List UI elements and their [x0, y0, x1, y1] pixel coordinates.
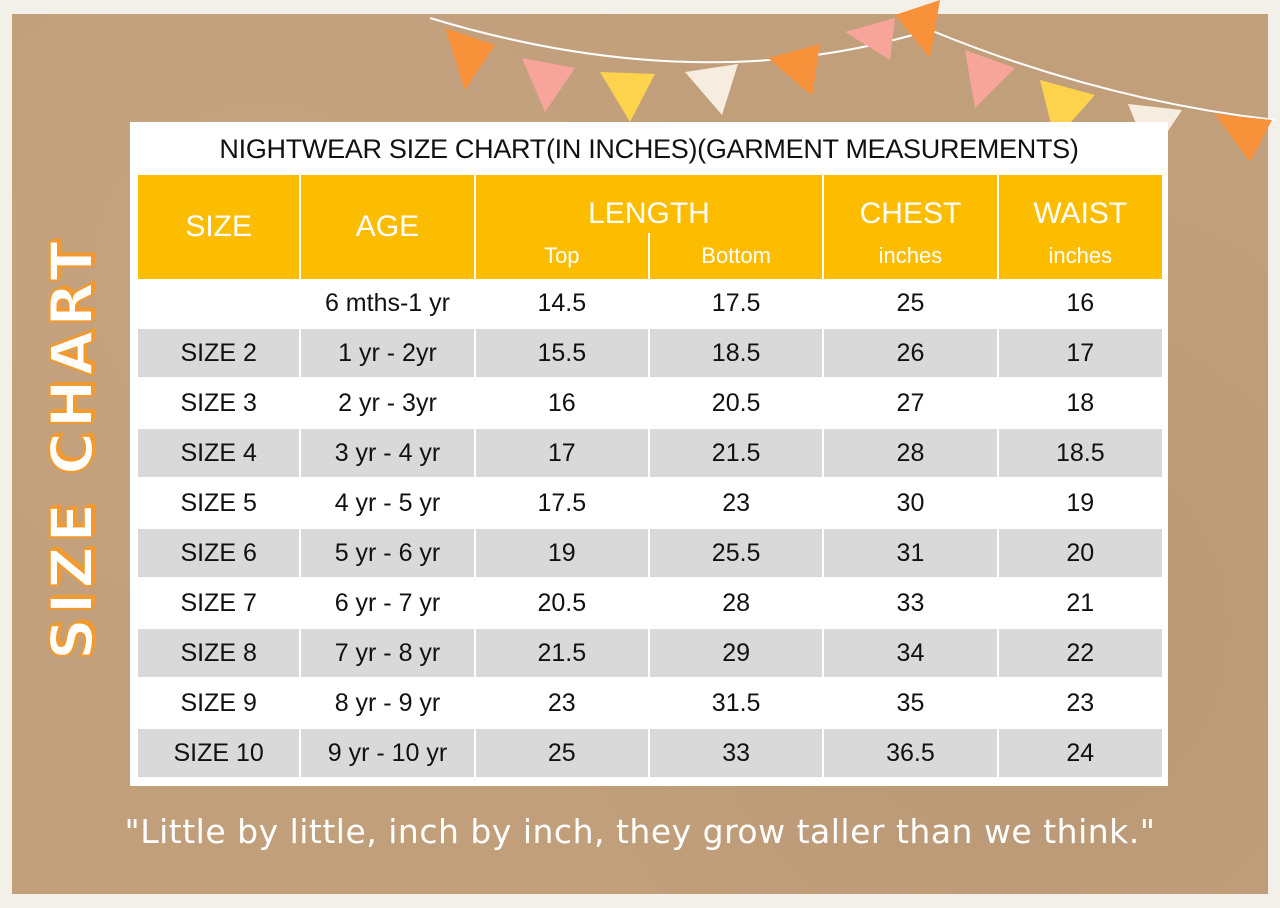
header-size: SIZE: [138, 175, 300, 279]
cell-length-bottom: 29: [649, 629, 823, 679]
cell-waist: 24: [998, 729, 1162, 779]
cell-chest: 28: [824, 429, 997, 479]
cell-waist: 22: [998, 629, 1162, 679]
cell-length-bottom: 17.5: [649, 279, 823, 329]
header-waist: WAIST: [998, 175, 1162, 233]
pennant: [965, 50, 1015, 108]
cell-size: SIZE 10: [138, 729, 300, 779]
cell-age: 8 yr - 9 yr: [301, 679, 474, 729]
cell-age: 6 mths-1 yr: [301, 279, 474, 329]
cell-length-bottom: 23: [649, 479, 823, 529]
cell-length-bottom: 25.5: [649, 529, 823, 579]
cell-chest: 33: [824, 579, 997, 629]
cell-chest: 34: [824, 629, 997, 679]
header-age: AGE: [301, 175, 474, 279]
header-top: Top: [475, 233, 648, 279]
cell-chest: 27: [824, 379, 997, 429]
cell-waist: 23: [998, 679, 1162, 729]
pennant: [845, 18, 895, 60]
cell-length-top: 20.5: [475, 579, 648, 629]
cell-chest: 35: [824, 679, 997, 729]
cell-age: 6 yr - 7 yr: [301, 579, 474, 629]
header-length: LENGTH: [475, 175, 823, 233]
size-chart-card: NIGHTWEAR SIZE CHART(IN INCHES)(GARMENT …: [130, 122, 1168, 786]
header-bottom: Bottom: [649, 233, 823, 279]
cell-length-top: 21.5: [475, 629, 648, 679]
cell-size: SIZE 9: [138, 679, 300, 729]
cell-length-bottom: 33: [649, 729, 823, 779]
cell-size: SIZE 5: [138, 479, 300, 529]
pennant: [522, 58, 575, 112]
cell-length-top: 16: [475, 379, 648, 429]
pennant: [600, 72, 655, 122]
chart-title: NIGHTWEAR SIZE CHART(IN INCHES)(GARMENT …: [219, 134, 1079, 164]
cell-length-bottom: 28: [649, 579, 823, 629]
cell-waist: 19: [998, 479, 1162, 529]
cell-length-bottom: 31.5: [649, 679, 823, 729]
cell-age: 7 yr - 8 yr: [301, 629, 474, 679]
cell-waist: 21: [998, 579, 1162, 629]
cell-size: SIZE 8: [138, 629, 300, 679]
cell-age: 4 yr - 5 yr: [301, 479, 474, 529]
table-row: SIZE 10 9 yr - 10 yr 25 33 36.5 24: [138, 729, 1162, 779]
cell-size: SIZE 4: [138, 429, 300, 479]
pennant: [685, 64, 738, 115]
cell-size: SIZE 7: [138, 579, 300, 629]
pennant: [895, 0, 940, 58]
pennant: [445, 28, 495, 90]
cell-age: 2 yr - 3yr: [301, 379, 474, 429]
cell-length-top: 19: [475, 529, 648, 579]
cell-chest: 30: [824, 479, 997, 529]
cell-waist: 18.5: [998, 429, 1162, 479]
cell-age: 3 yr - 4 yr: [301, 429, 474, 479]
cell-waist: 16: [998, 279, 1162, 329]
cell-age: 1 yr - 2yr: [301, 329, 474, 379]
cell-chest: 36.5: [824, 729, 997, 779]
cell-size: SIZE 6: [138, 529, 300, 579]
cell-length-top: 15.5: [475, 329, 648, 379]
cell-length-top: 23: [475, 679, 648, 729]
cell-waist: 18: [998, 379, 1162, 429]
cell-age: 5 yr - 6 yr: [301, 529, 474, 579]
cell-length-bottom: 21.5: [649, 429, 823, 479]
cell-chest: 31: [824, 529, 997, 579]
cell-waist: 20: [998, 529, 1162, 579]
cell-chest: 26: [824, 329, 997, 379]
cell-size: [138, 279, 300, 329]
cell-waist: 17: [998, 329, 1162, 379]
cell-age: 9 yr - 10 yr: [301, 729, 474, 779]
cell-length-top: 14.5: [475, 279, 648, 329]
cell-size: SIZE 2: [138, 329, 300, 379]
header-chest-unit: inches: [824, 233, 997, 279]
table-row: 6 mths-1 yr 14.5 17.5 25 16: [138, 279, 1162, 329]
cell-length-top: 17: [475, 429, 648, 479]
quote-text: "Little by little, inch by inch, they gr…: [124, 812, 1156, 851]
pennant: [1215, 114, 1272, 162]
header-waist-unit: inches: [998, 233, 1162, 279]
cell-length-bottom: 20.5: [649, 379, 823, 429]
cell-chest: 25: [824, 279, 997, 329]
cell-size: SIZE 3: [138, 379, 300, 429]
size-table: SIZE AGE LENGTH CHEST WAIST Top Bottom i…: [136, 175, 1164, 779]
header-chest: CHEST: [824, 175, 997, 233]
side-heading: SIZE CHART: [37, 236, 107, 661]
cell-length-top: 25: [475, 729, 648, 779]
cell-length-bottom: 18.5: [649, 329, 823, 379]
cell-length-top: 17.5: [475, 479, 648, 529]
pennant: [768, 44, 820, 96]
